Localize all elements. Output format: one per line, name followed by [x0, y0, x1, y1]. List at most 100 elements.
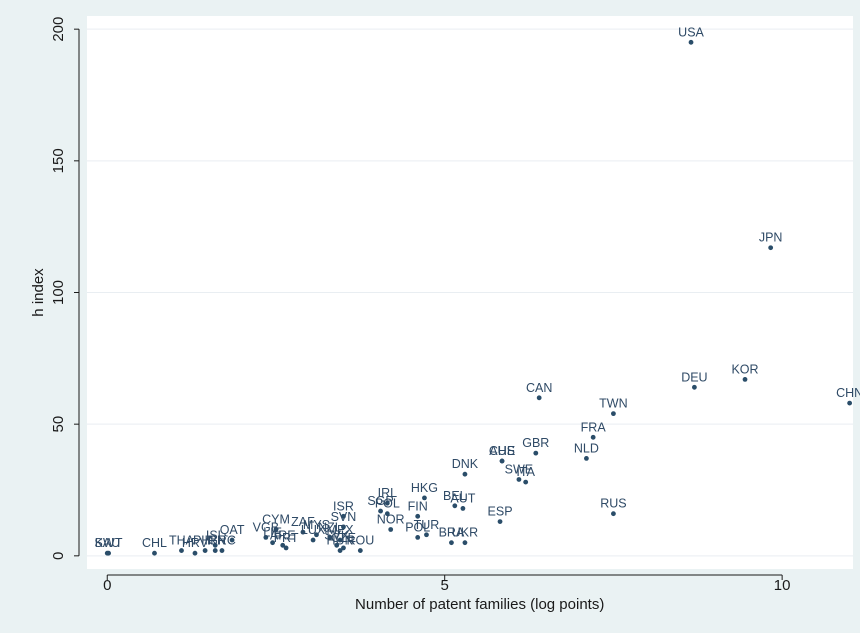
point-label: AUT — [450, 491, 475, 505]
data-point — [179, 548, 184, 553]
point-label: RUS — [600, 497, 626, 511]
point-label: SAU — [94, 536, 120, 550]
point-label: THA — [169, 534, 195, 548]
y-tick-label: 200 — [50, 17, 67, 42]
x-tick-label: 10 — [774, 577, 791, 594]
point-label: SWE — [505, 462, 533, 476]
point-label: BEL — [443, 489, 467, 503]
x-axis-title: Number of patent families (log points) — [355, 596, 604, 613]
data-point — [415, 535, 421, 540]
data-point — [692, 384, 697, 390]
data-point — [327, 535, 333, 540]
point-label: IRN — [204, 534, 226, 548]
data-point — [688, 39, 694, 45]
point-label: ISL — [206, 528, 225, 542]
data-point — [219, 548, 225, 553]
data-points — [104, 39, 853, 556]
point-label: JPN — [759, 231, 783, 245]
data-point — [300, 529, 306, 535]
point-label: DEU — [681, 370, 707, 384]
gridlines — [87, 28, 853, 557]
point-label: USA — [678, 25, 704, 39]
data-point — [341, 524, 346, 530]
data-point — [341, 545, 346, 551]
data-point — [497, 519, 503, 524]
data-point — [337, 537, 343, 543]
data-point — [584, 456, 589, 461]
point-label: LIE — [263, 526, 282, 540]
data-point — [152, 550, 157, 556]
data-point — [422, 495, 427, 501]
point-label: PHL — [193, 534, 217, 548]
point-label: CHL — [142, 536, 167, 550]
data-point — [270, 540, 275, 546]
point-label: GBR — [522, 436, 549, 450]
y-tick-label: 100 — [50, 280, 67, 305]
data-point — [334, 542, 340, 548]
data-point — [424, 532, 429, 538]
point-label: SVK — [324, 528, 350, 542]
data-point — [273, 527, 279, 532]
y-tick-label: 150 — [50, 148, 67, 173]
data-point — [742, 377, 748, 382]
data-point — [357, 548, 363, 553]
point-label: ITA — [516, 465, 535, 479]
point-label: MYS — [303, 518, 330, 532]
data-point — [384, 511, 390, 517]
data-point — [590, 434, 596, 440]
point-labels: USAJPNKORDEUCHNCANTWNFRANLDGBRCHEAUSSWEI… — [94, 25, 860, 550]
point-label: PRT — [274, 531, 299, 545]
data-point — [499, 458, 505, 464]
data-point — [460, 506, 466, 511]
point-label: AUS — [489, 444, 515, 458]
point-label: NZL — [318, 520, 342, 534]
point-label: ISR — [333, 499, 354, 513]
point-label: LUX — [301, 523, 326, 537]
point-label: DNK — [452, 457, 479, 471]
point-label: FIN — [408, 499, 428, 513]
point-label: TWN — [599, 397, 627, 411]
point-label: VGB — [253, 520, 279, 534]
point-label: KWT — [95, 536, 123, 550]
data-point — [283, 545, 289, 551]
data-point — [314, 532, 319, 538]
point-label: MEX — [327, 523, 355, 537]
y-tick-label: 0 — [50, 552, 67, 560]
data-point — [212, 542, 218, 548]
data-point — [378, 508, 383, 514]
data-point — [449, 540, 454, 546]
point-label: KOR — [731, 362, 758, 376]
point-label: CAN — [526, 381, 552, 395]
data-point — [847, 400, 853, 406]
data-point — [533, 450, 539, 456]
data-point — [280, 542, 286, 548]
data-point — [192, 550, 198, 556]
data-point — [462, 471, 468, 477]
point-label: CHN — [836, 386, 860, 400]
point-label: ARE — [270, 528, 296, 542]
point-label: ROU — [346, 534, 374, 548]
data-point — [337, 548, 343, 553]
data-point — [104, 550, 110, 556]
data-point — [611, 411, 616, 417]
x-tick-label: 5 — [441, 577, 449, 594]
data-point — [768, 245, 774, 251]
data-point — [415, 513, 421, 519]
point-label: CHE — [489, 444, 515, 458]
data-point — [202, 548, 208, 553]
point-label: CZE — [331, 531, 356, 545]
point-label: ZAF — [291, 515, 315, 529]
point-label: SVN — [331, 510, 357, 524]
data-point — [388, 527, 394, 532]
data-point — [452, 503, 458, 509]
point-label: HKG — [411, 481, 438, 495]
point-label: CYM — [262, 513, 290, 527]
point-label: NLD — [574, 441, 599, 455]
data-point — [523, 479, 529, 485]
point-label: HRV — [182, 536, 209, 550]
data-point — [341, 513, 346, 519]
data-point — [310, 537, 316, 543]
ticks: 0 50 100 150 200 0 5 10 — [50, 17, 790, 594]
data-point — [212, 548, 218, 553]
